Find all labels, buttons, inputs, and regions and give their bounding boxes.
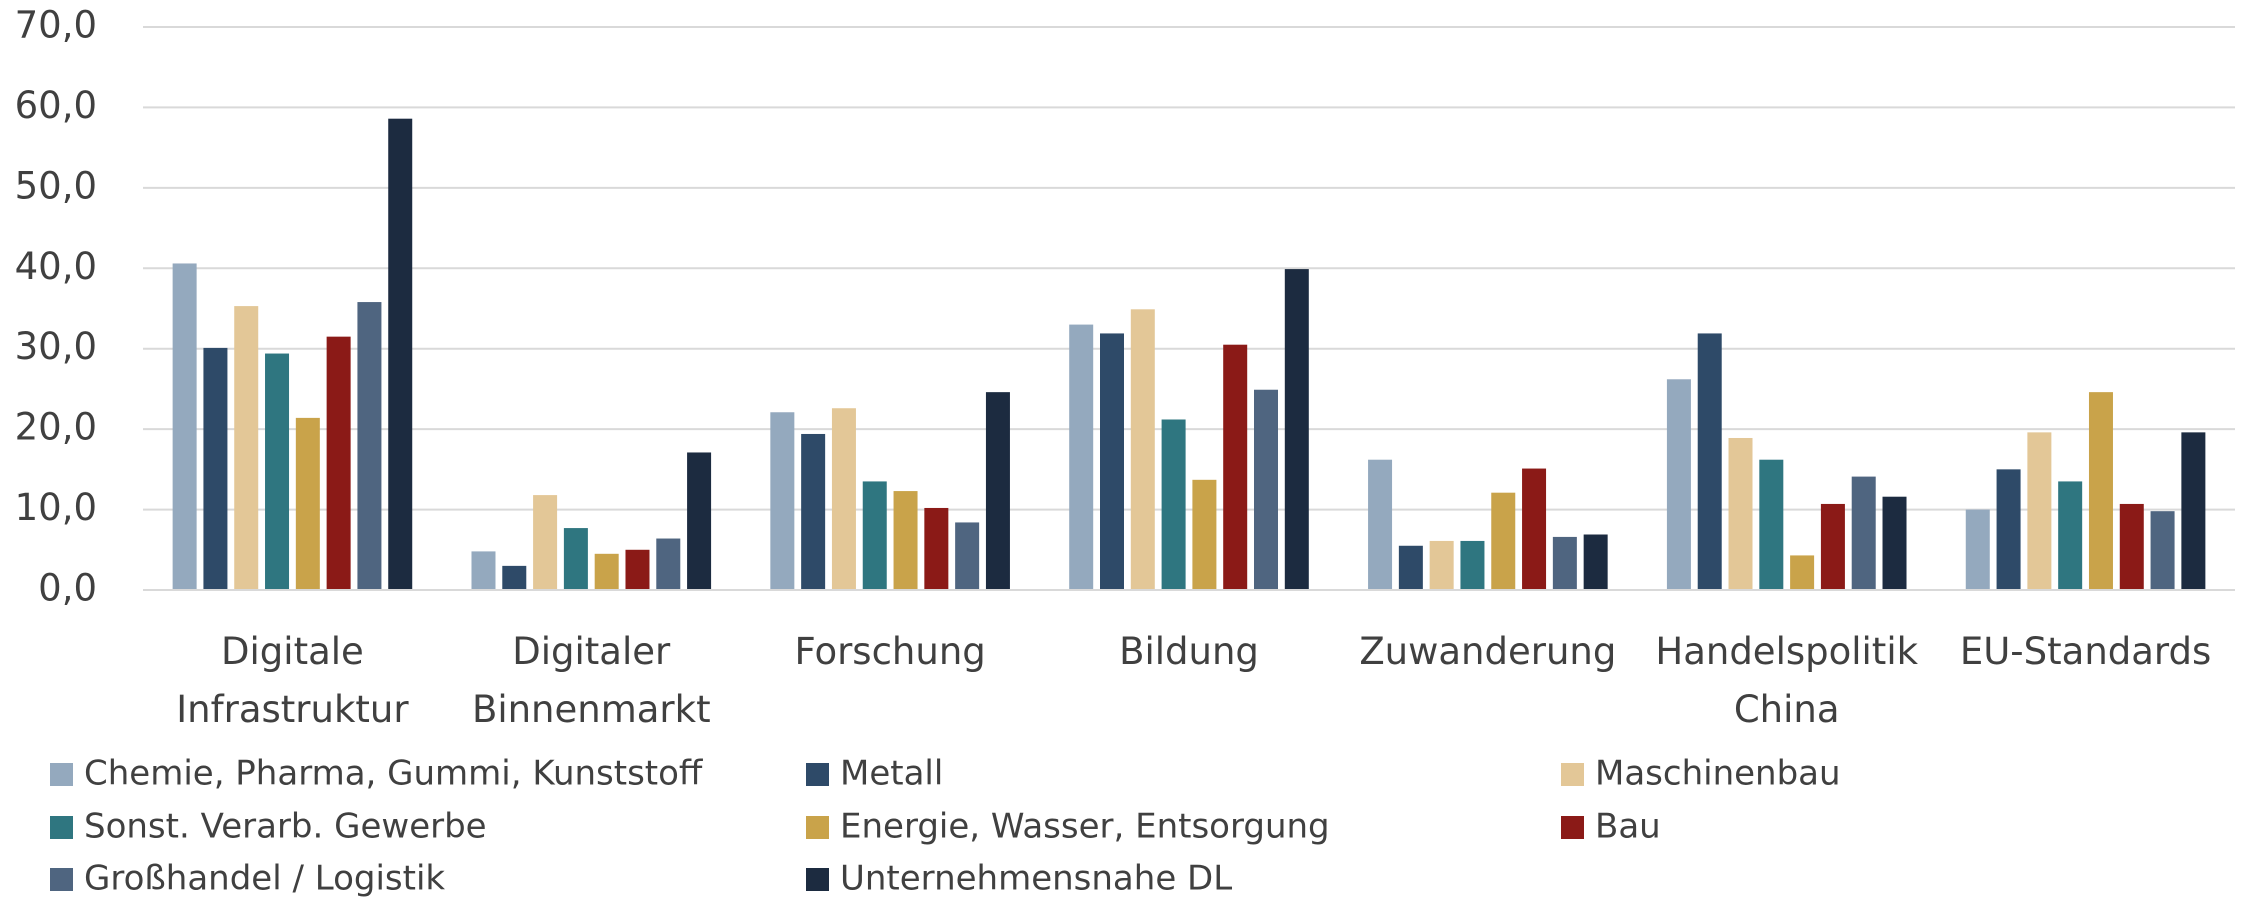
x-tick-label: Zuwanderung [1359,630,1617,673]
bar [1759,459,1784,590]
legend-label: Maschinenbau [1595,754,1841,794]
x-tick-label: EU-Standards [1959,630,2212,673]
legend-swatch [806,868,829,891]
bar [625,549,650,590]
bar [801,433,826,590]
bar [172,263,197,590]
legend-swatch [806,763,829,786]
bar [234,306,259,590]
bar [2088,392,2113,590]
bar [770,412,795,590]
bar [1965,509,1990,590]
y-tick-label: 0,0 [38,567,97,610]
bar [1429,540,1454,590]
bar [326,336,351,590]
bar [656,538,681,590]
bar [203,347,228,590]
bar [2150,511,2175,590]
bar [2027,432,2052,590]
y-tick-label: 70,0 [15,4,97,47]
legend-swatch [1561,816,1584,839]
bar [893,491,918,590]
bar [1284,269,1309,590]
bar [1552,536,1577,590]
bar [1583,534,1608,590]
bar [2181,432,2206,590]
x-tick-label: Bildung [1119,630,1259,673]
legend-label: Chemie, Pharma, Gummi, Kunststoff [84,754,704,794]
bar [1882,496,1907,590]
bar [1368,459,1393,590]
bar [1192,479,1217,590]
bar [471,551,496,590]
bar [1666,379,1691,590]
legend-swatch [50,868,73,891]
bar [563,528,588,590]
legend-label: Unternehmensnahe DL [840,859,1232,899]
bar [388,118,413,590]
y-tick-label: 30,0 [15,325,97,368]
y-tick-label: 50,0 [15,164,97,207]
bar [2119,503,2144,590]
bar [1790,555,1815,590]
legend-swatch [50,763,73,786]
legend-label: Metall [840,754,943,794]
bar [924,507,949,590]
bar [1130,309,1155,590]
legend-swatch [50,816,73,839]
bar [265,353,290,590]
bar [687,452,712,590]
bar [1820,503,1845,590]
bar [295,417,320,590]
bar [985,392,1010,590]
y-tick-label: 20,0 [15,406,97,449]
bar [533,495,558,590]
legend-label: Energie, Wasser, Entsorgung [840,807,1330,847]
bar [1996,469,2021,590]
x-tick-label: Digitaler Binnenmarkt [471,630,711,731]
bar [862,481,887,590]
bar [1398,545,1423,590]
bar [1069,324,1094,590]
x-tick-label: Handelspolitik China [1655,630,1919,731]
bar [1254,389,1278,590]
bar [1522,468,1547,590]
bar [1161,419,1186,590]
legend-swatch [1561,763,1584,786]
bar [357,302,382,590]
bar [955,522,980,590]
bar [831,408,856,590]
y-tick-label: 10,0 [15,486,97,529]
bar [2058,481,2083,590]
bar [1491,492,1516,590]
x-tick-label: Digitale Infrastruktur [176,630,409,731]
legend-label: Bau [1595,807,1661,847]
bar [1460,540,1485,590]
legend-label: Großhandel / Logistik [84,859,445,899]
bar [502,565,527,590]
bar [1223,344,1248,590]
y-tick-label: 60,0 [15,84,97,127]
bar [594,553,619,590]
legend-label: Sonst. Verarb. Gewerbe [84,807,487,847]
x-tick-label: Forschung [794,630,986,673]
bar [1728,437,1753,590]
legend-swatch [806,816,829,839]
y-tick-label: 40,0 [15,245,97,288]
bar [1100,333,1124,590]
bar [1697,333,1722,590]
bar [1851,476,1876,590]
